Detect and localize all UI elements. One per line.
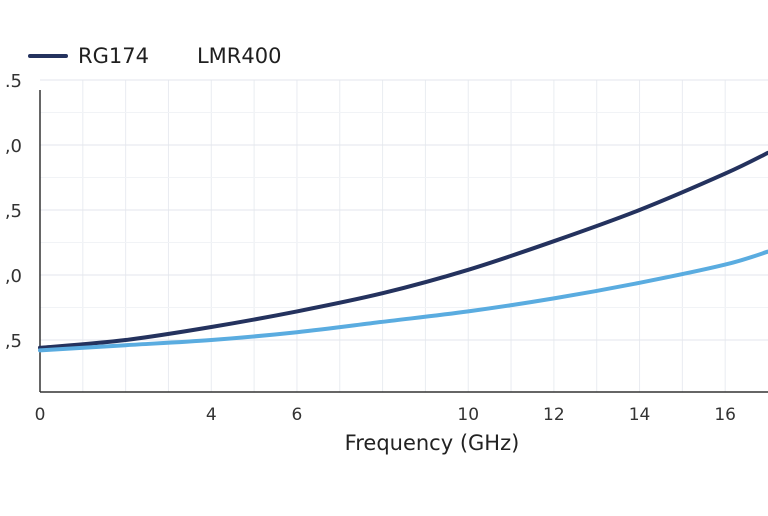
x-tick-label: 14	[629, 405, 651, 425]
x-tick-label: 0	[35, 405, 46, 425]
series-lines	[38, 150, 768, 353]
x-tick-label: 4	[206, 405, 217, 425]
series-line-rg174	[38, 150, 768, 350]
x-tick-labels: 0 4 6 10 12 14 16	[35, 405, 736, 425]
x-tick-label: 12	[543, 405, 565, 425]
x-tick-label: 16	[714, 405, 736, 425]
legend: RG174 LMR400	[28, 44, 329, 68]
legend-label-lmr400: LMR400	[196, 44, 282, 68]
x-tick-label: 6	[292, 405, 303, 425]
axes	[39, 90, 768, 393]
y-tick-label: ,5	[5, 331, 22, 352]
y-tick-label: ,0	[5, 266, 22, 287]
y-tick-label: .5	[5, 71, 22, 92]
grid	[40, 79, 768, 392]
y-tick-labels: ,5 ,0 ,5 ,0 .5	[5, 71, 22, 352]
y-tick-label: ,5	[5, 201, 22, 222]
legend-item-lmr400: LMR400	[197, 44, 282, 68]
y-tick-label: ,0	[5, 136, 22, 157]
legend-label-rg174: RG174	[78, 44, 149, 68]
x-axis-label: Frequency (GHz)	[345, 431, 520, 455]
x-tick-label: 10	[457, 405, 479, 425]
series-line-lmr400	[38, 249, 768, 353]
legend-item-rg174: RG174	[28, 44, 149, 68]
legend-swatch-rg174	[28, 54, 68, 58]
